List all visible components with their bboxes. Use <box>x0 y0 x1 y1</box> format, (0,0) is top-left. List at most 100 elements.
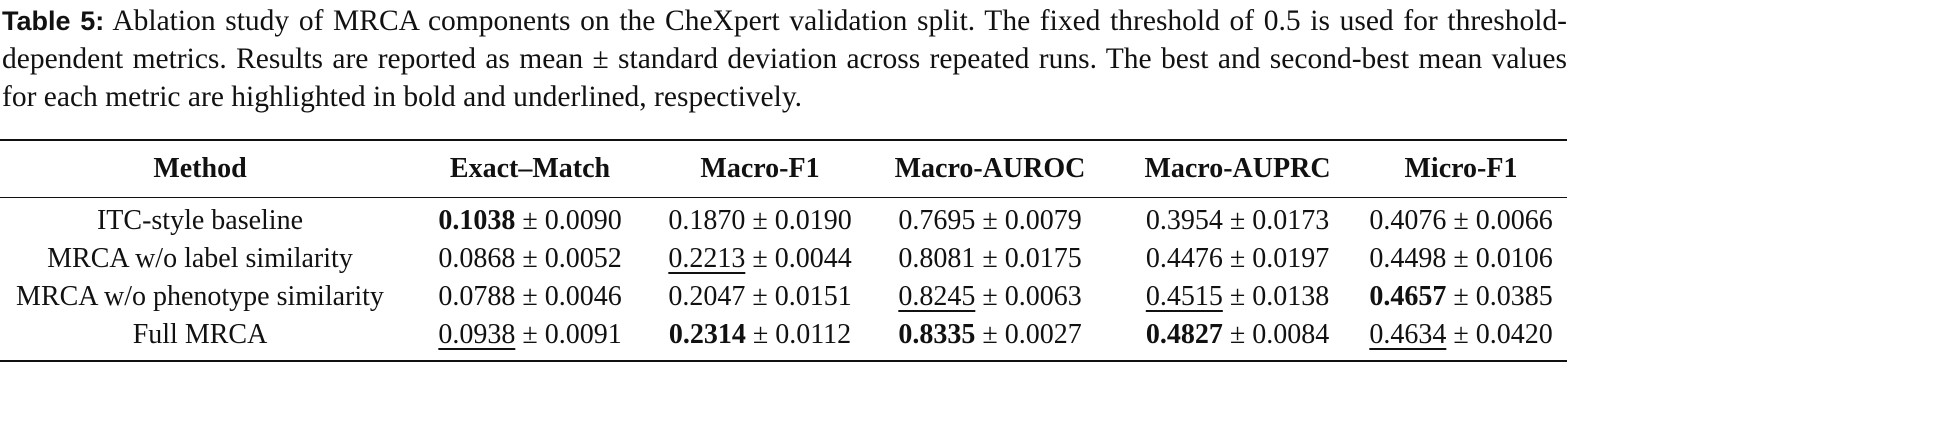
plus-minus: ± <box>522 205 538 236</box>
mean-value: 0.2047 <box>668 281 746 312</box>
plus-minus: ± <box>1229 319 1246 350</box>
std-value: 0.0079 <box>1004 205 1082 236</box>
metric-cell: 0.1870 ± 0.0190 <box>660 198 860 241</box>
mean-value: 0.4827 <box>1145 319 1223 350</box>
plus-minus: ± <box>982 205 998 236</box>
metric-cell: 0.8335 ± 0.0027 <box>860 316 1120 361</box>
metric-cell: 0.2213 ± 0.0044 <box>660 240 860 278</box>
table-row: MRCA w/o label similarity 0.0868 ± 0.0052… <box>0 240 1567 278</box>
caption-text: Ablation study of MRCA components on the… <box>2 5 1568 113</box>
metric-cell: 0.4498 ± 0.0106 <box>1355 240 1567 278</box>
std-value: 0.0190 <box>774 205 852 236</box>
std-value: 0.0063 <box>1004 281 1082 312</box>
method-cell: Full MRCA <box>132 319 268 350</box>
plus-minus: ± <box>1229 281 1246 312</box>
mean-value: 0.4515 <box>1145 281 1223 312</box>
column-header: Method <box>153 153 247 184</box>
metric-cell: 0.4634 ± 0.0420 <box>1355 316 1567 361</box>
plus-minus: ± <box>982 243 998 274</box>
metric-cell: 0.4515 ± 0.0138 <box>1120 278 1355 316</box>
mean-value: 0.4634 <box>1369 319 1447 350</box>
mean-value: 0.4476 <box>1145 243 1223 274</box>
plus-minus: ± <box>1229 205 1246 236</box>
table-row: ITC-style baseline 0.1038 ± 0.0090 0.1870 … <box>0 198 1567 241</box>
std-value: 0.0044 <box>774 243 852 274</box>
mean-value: 0.1870 <box>668 205 746 236</box>
metric-cell: 0.7695 ± 0.0079 <box>860 198 1120 241</box>
std-value: 0.0385 <box>1475 281 1553 312</box>
plus-minus: ± <box>752 281 768 312</box>
std-value: 0.0175 <box>1004 243 1082 274</box>
plus-minus: ± <box>1453 205 1469 236</box>
table-row: Full MRCA 0.0938 ± 0.0091 0.2314 ± 0.0112 0… <box>0 316 1567 361</box>
mean-value: 0.8245 <box>898 281 976 312</box>
plus-minus: ± <box>752 243 768 274</box>
plus-minus: ± <box>752 319 769 350</box>
std-value: 0.0052 <box>544 243 622 274</box>
plus-minus: ± <box>1229 243 1246 274</box>
mean-value: 0.4498 <box>1369 243 1447 274</box>
results-table: Method Exact–Match Macro-F1 Macro-AUROC Macr… <box>0 139 1567 362</box>
mean-value: 0.7695 <box>898 205 976 236</box>
metric-cell: 0.4827 ± 0.0084 <box>1120 316 1355 361</box>
std-value: 0.0090 <box>544 205 622 236</box>
caption-label: Table 5: <box>2 6 105 36</box>
plus-minus: ± <box>982 319 998 350</box>
std-value: 0.0046 <box>544 281 622 312</box>
metric-cell: 0.8245 ± 0.0063 <box>860 278 1120 316</box>
std-value: 0.0066 <box>1475 205 1553 236</box>
mean-value: 0.0788 <box>438 281 516 312</box>
header-row: Method Exact–Match Macro-F1 Macro-AUROC Macr… <box>0 140 1567 198</box>
mean-value: 0.0868 <box>438 243 516 274</box>
metric-cell: 0.4076 ± 0.0066 <box>1355 198 1567 241</box>
column-header: Micro-F1 <box>1404 153 1518 184</box>
table-row: MRCA w/o phenotype similarity 0.0788 ± 0.… <box>0 278 1567 316</box>
mean-value: 0.8081 <box>898 243 976 274</box>
column-header: Exact–Match <box>449 153 611 184</box>
plus-minus: ± <box>982 281 998 312</box>
std-value: 0.0197 <box>1252 243 1330 274</box>
std-value: 0.0027 <box>1004 319 1082 350</box>
column-header: Macro-F1 <box>700 153 820 184</box>
std-value: 0.0106 <box>1475 243 1553 274</box>
plus-minus: ± <box>1453 243 1469 274</box>
mean-value: 0.4657 <box>1369 281 1447 312</box>
column-header: Macro-AUPRC <box>1144 153 1331 184</box>
std-value: 0.0138 <box>1252 281 1330 312</box>
metric-cell: 0.4657 ± 0.0385 <box>1355 278 1567 316</box>
method-cell: MRCA w/o label similarity <box>47 243 353 274</box>
std-value: 0.0091 <box>544 319 622 350</box>
metric-cell: 0.2047 ± 0.0151 <box>660 278 860 316</box>
metric-cell: 0.8081 ± 0.0175 <box>860 240 1120 278</box>
mean-value: 0.4076 <box>1369 205 1447 236</box>
table-body: ITC-style baseline 0.1038 ± 0.0090 0.1870 … <box>0 198 1567 361</box>
std-value: 0.0151 <box>774 281 852 312</box>
plus-minus: ± <box>522 243 538 274</box>
metric-cell: 0.1038 ± 0.0090 <box>400 198 660 241</box>
metric-cell: 0.3954 ± 0.0173 <box>1120 198 1355 241</box>
mean-value: 0.2213 <box>668 243 746 274</box>
method-cell: MRCA w/o phenotype similarity <box>16 281 384 312</box>
metric-cell: 0.0868 ± 0.0052 <box>400 240 660 278</box>
mean-value: 0.0938 <box>438 319 516 350</box>
plus-minus: ± <box>522 319 538 350</box>
std-value: 0.0084 <box>1252 319 1330 350</box>
metric-cell: 0.0938 ± 0.0091 <box>400 316 660 361</box>
metric-cell: 0.4476 ± 0.0197 <box>1120 240 1355 278</box>
mean-value: 0.8335 <box>898 319 976 350</box>
std-value: 0.0173 <box>1252 205 1330 236</box>
plus-minus: ± <box>522 281 538 312</box>
table-header: Method Exact–Match Macro-F1 Macro-AUROC Macr… <box>0 140 1567 198</box>
std-value: 0.0420 <box>1475 319 1553 350</box>
mean-value: 0.1038 <box>438 205 516 236</box>
plus-minus: ± <box>752 205 768 236</box>
mean-value: 0.2314 <box>668 319 746 350</box>
plus-minus: ± <box>1453 281 1469 312</box>
method-cell: ITC-style baseline <box>96 205 304 236</box>
std-value: 0.0112 <box>775 319 852 350</box>
column-header: Macro-AUROC <box>894 153 1086 184</box>
caption: Table 5: Ablation study of MRCA componen… <box>2 2 1567 116</box>
metric-cell: 0.0788 ± 0.0046 <box>400 278 660 316</box>
plus-minus: ± <box>1453 319 1469 350</box>
